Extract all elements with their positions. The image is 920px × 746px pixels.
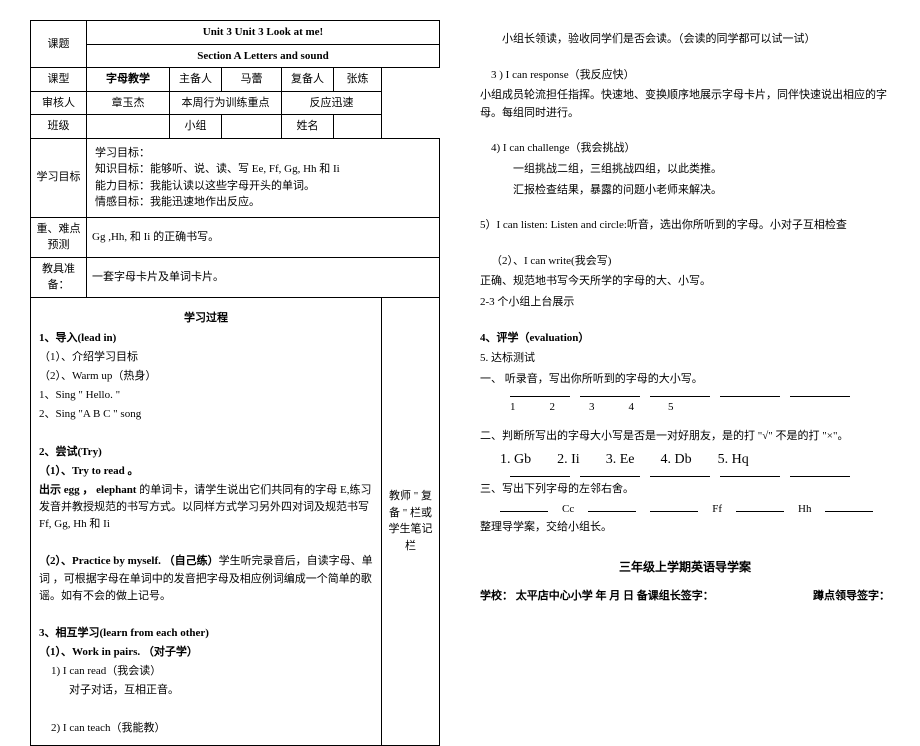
label-prep: 教具准备： [31, 257, 87, 297]
footer-line: 学校： 太平店中心小学 年 月 日 备课组长签字： 蹲点领导签字： [480, 587, 890, 603]
val-xingming [334, 115, 382, 139]
p1-3: 1、Sing " Hello. " [39, 387, 373, 404]
val-banji [87, 115, 170, 139]
left-page: 课题 Unit 3 Unit 3 Look at me! Section A L… [30, 20, 440, 617]
section-title: Section A Letters and sound [87, 44, 440, 68]
label-keti: 课题 [31, 21, 87, 68]
diff-text: Gg ,Hh, 和 Ii 的正确书写。 [87, 217, 440, 257]
q3-l3: Hh [798, 503, 811, 515]
q2-opts: 1. Gb 2. Ii 3. Ee 4. Db 5. Hq [500, 452, 890, 468]
label-xiaozu: 小组 [170, 115, 222, 139]
r5: 4、评学（evaluation） [480, 330, 890, 348]
opt1: 1. Gb [500, 452, 531, 468]
r1-sub: 小组成员轮流担任指挥。快速地、变换顺序地展示字母卡片，同伴快速说出相应的字母。每… [480, 87, 890, 122]
p1-2: （2）、Warm up（热身） [39, 368, 373, 385]
val-zhubei: 马蕾 [222, 68, 282, 92]
side-note: 教师 " 复备 " 栏或学生笔记栏 [382, 297, 440, 745]
label-xingming: 姓名 [282, 115, 334, 139]
p2-1-pre: 出示 egg ， elephant [39, 484, 139, 496]
p2t: 2、尝试(Try) [39, 446, 102, 458]
prep-text: 一套字母卡片及单词卡片。 [87, 257, 440, 297]
q1-n2: 2 [550, 401, 556, 413]
label-shenhe: 审核人 [31, 91, 87, 115]
p1-4: 2、Sing "A B C " song [39, 406, 373, 423]
val-fubei: 张炼 [334, 68, 382, 92]
footer-title: 三年级上学期英语导学案 [480, 558, 890, 575]
opt4: 4. Db [660, 452, 691, 468]
r2: 4) I can challenge（我会挑战） [480, 140, 890, 158]
r2-sub1: 一组挑战二组，三组挑战四组，以此类推。 [513, 161, 890, 179]
right-page: 小组长领读，验收同学们是否会读。（会读的同学都可以试一试） 3 ) I can … [480, 20, 890, 617]
q3: 三、写出下列字母的左邻右舍。 [480, 481, 890, 499]
p2-1-body: 出示 egg ， elephant 的单词卡，请学生说出它们共同有的字母 E,练… [39, 482, 373, 533]
p2-1: （1）、Try to read 。 [39, 463, 373, 480]
q3-row: Cc Ff Hh [500, 503, 890, 515]
q1: 一、 听录音，写出你所听到的字母的大小写。 [480, 371, 890, 389]
p1-1: （1）、介绍学习目标 [39, 349, 373, 366]
q1-n5: 5 [668, 401, 674, 413]
label-diff: 重、难点预测 [31, 217, 87, 257]
goal3: 情感目标：我能迅速地作出反应。 [95, 194, 431, 211]
goal2: 能力目标：我能认读以这些字母开头的单词。 [95, 178, 431, 195]
p3-1a-sub: 对子对话，互相正音。 [69, 682, 373, 699]
label-zhubei: 主备人 [170, 68, 222, 92]
goal0: 学习目标： [95, 145, 431, 162]
p2-2-body: （2）、Practice by myself. （自己练）学生听完录音后，自读字… [39, 553, 373, 604]
p3t: 3、相互学习(learn from each other) [39, 627, 209, 639]
r4: （2）、I can write(我会写) [480, 253, 890, 271]
p3-1b: 2) I can teach（我能教） [51, 720, 373, 737]
q2-blanks [510, 476, 890, 477]
p1t: 1、导入(lead in) [39, 332, 116, 344]
q3-l2: Ff [712, 503, 722, 515]
footer-left: 学校： 太平店中心小学 年 月 日 备课组长签字： [480, 587, 714, 603]
unit-title: Unit 3 Unit 3 Look at me! [87, 21, 440, 45]
process-title: 学习过程 [39, 310, 373, 327]
opt3: 3. Ee [606, 452, 635, 468]
r4-sub: 正确、规范地书写今天所学的字母的大、小写。 [480, 273, 890, 291]
opt2: 2. Ii [557, 452, 580, 468]
label-banji: 班级 [31, 115, 87, 139]
r1: 3 ) I can response（我反应快） [480, 67, 890, 85]
label-benzhou: 本周行为训练重点 [170, 91, 282, 115]
process-cell: 学习过程 1、导入(lead in) （1）、介绍学习目标 （2）、Warm u… [31, 297, 382, 745]
r0: 小组长领读，验收同学们是否会读。（会读的同学都可以试一试） [480, 31, 890, 49]
val-shenhe: 章玉杰 [87, 91, 170, 115]
val-xiaozu [222, 115, 282, 139]
label-kexing: 课型 [31, 68, 87, 92]
goals-cell: 学习目标： 知识目标：能够听、说、读、写 Ee, Ff, Gg, Hh 和 Ii… [87, 138, 440, 217]
val-benzhou: 反应迅速 [282, 91, 382, 115]
r3: 5）I can listen: Listen and circle:听音，选出你… [480, 217, 890, 235]
q3-l1: Cc [562, 503, 574, 515]
val-kexing: 字母教学 [87, 68, 170, 92]
p2-2: （2）、Practice by myself. （自己练） [39, 555, 219, 567]
label-fubei: 复备人 [282, 68, 334, 92]
p3-1: （1）、Work in pairs. （对子学） [39, 644, 373, 661]
r2-sub2: 汇报检查结果，暴露的问题小老师来解决。 [513, 182, 890, 200]
q1-n4: 4 [629, 401, 635, 413]
p3-1a: 1) I can read（我会读） [51, 663, 373, 680]
r5-sub: 5. 达标测试 [480, 350, 890, 368]
footer-right: 蹲点领导签字： [813, 587, 890, 603]
label-goals: 学习目标 [31, 138, 87, 217]
conclude: 整理导学案，交给小组长。 [480, 519, 890, 537]
q1-n3: 3 [589, 401, 595, 413]
q1-blanks [510, 396, 890, 397]
q1-nums: 1 2 3 4 5 [510, 401, 890, 413]
goal1: 知识目标：能够听、说、读、写 Ee, Ff, Gg, Hh 和 Ii [95, 161, 431, 178]
r4-sub2: 2-3 个小组上台展示 [480, 294, 890, 312]
opt5: 5. Hq [718, 452, 749, 468]
q1-n1: 1 [510, 401, 516, 413]
q2: 二、判断所写出的字母大小写是否是一对好朋友，是的打 "√" 不是的打 "×"。 [480, 428, 890, 446]
